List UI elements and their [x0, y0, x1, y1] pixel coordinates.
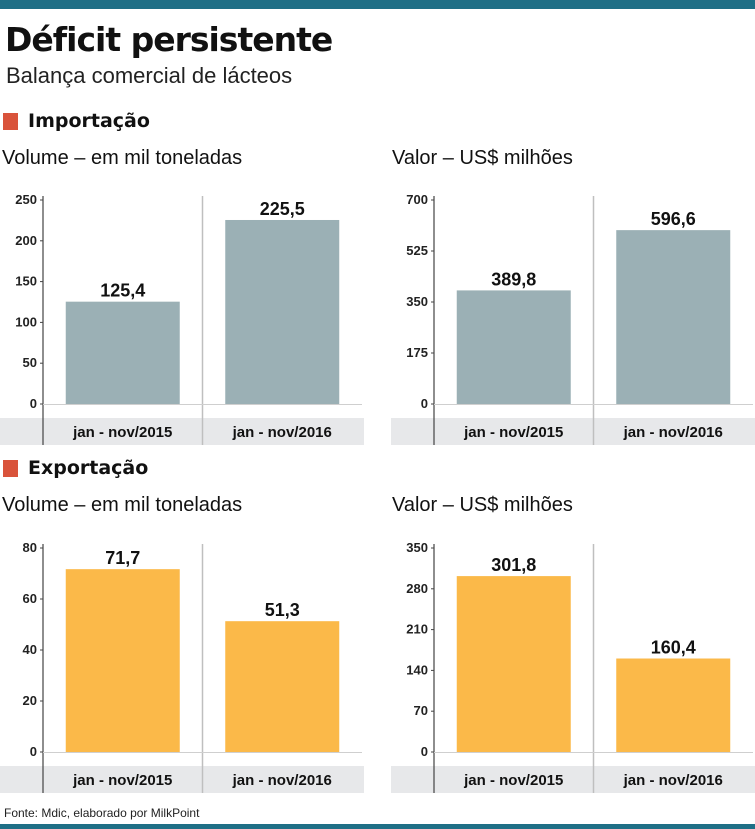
y-tick-label: 210 [406, 622, 428, 637]
category-label: jan - nov/2015 [72, 424, 172, 441]
bar [65, 301, 180, 404]
category-label: jan - nov/2016 [232, 424, 332, 441]
bar [456, 290, 571, 404]
chart-import-valor: 0 175 350 525 700 389,8 jan - nov/2015 596,6 jan… [391, 192, 755, 445]
category-label: jan - nov/2016 [623, 424, 723, 441]
bottom-accent-bar [0, 824, 755, 829]
y-tick-label: 350 [406, 294, 428, 309]
y-tick-label: 40 [23, 642, 37, 657]
y-tick-label: 525 [406, 243, 428, 258]
data-label: 301,8 [491, 555, 536, 575]
y-tick-label: 700 [406, 192, 428, 207]
y-tick-label: 175 [406, 345, 428, 360]
category-label: jan - nov/2016 [232, 772, 332, 789]
y-tick-label: 100 [15, 314, 37, 329]
bar [456, 576, 571, 752]
category-band [0, 766, 364, 793]
y-tick-label: 80 [23, 540, 37, 555]
category-label: jan - nov/2016 [623, 772, 723, 789]
y-tick-label: 0 [30, 396, 37, 411]
section-marker-icon [3, 112, 18, 130]
chart-title-export-valor: Valor – US$ milhões [392, 494, 573, 516]
source-note: Fonte: Mdic, elaborado por MilkPoint [4, 806, 200, 820]
bar [225, 219, 340, 404]
y-tick-label: 280 [406, 581, 428, 596]
data-label: 51,3 [265, 600, 300, 620]
y-tick-label: 140 [406, 662, 428, 677]
y-tick-label: 200 [15, 233, 37, 248]
category-label: jan - nov/2015 [463, 424, 563, 441]
y-tick-label: 50 [23, 355, 37, 370]
category-label: jan - nov/2015 [72, 772, 172, 789]
category-band [391, 766, 755, 793]
category-label: jan - nov/2015 [463, 772, 563, 789]
bar [616, 658, 731, 752]
bar [65, 569, 180, 752]
data-label: 389,8 [491, 269, 536, 289]
section-label-export: Exportação [28, 457, 149, 479]
category-band [0, 418, 364, 445]
y-tick-label: 0 [30, 744, 37, 759]
bar [225, 621, 340, 752]
chart-export-valor: 0 70 140 210 280 350 301,8 jan - nov/2015 160,4 j… [391, 540, 755, 793]
category-band [391, 418, 755, 445]
y-tick-label: 350 [406, 540, 428, 555]
section-label-import: Importação [28, 110, 150, 132]
data-label: 71,7 [105, 548, 140, 568]
y-tick-label: 250 [15, 192, 37, 207]
y-tick-label: 20 [23, 693, 37, 708]
chart-title-export-volume: Volume – em mil toneladas [2, 494, 243, 516]
data-label: 125,4 [100, 281, 145, 301]
y-tick-label: 60 [23, 591, 37, 606]
page-title: Déficit persistente [5, 20, 333, 59]
data-label: 596,6 [651, 209, 696, 229]
y-tick-label: 70 [414, 703, 428, 718]
section-header-import: Importação [3, 110, 150, 132]
section-marker-icon [3, 459, 18, 477]
y-tick-label: 0 [421, 396, 428, 411]
section-header-export: Exportação [3, 457, 148, 479]
chart-import-volume: 0 50 100 150 200 250 125,4 jan - nov/2015 225,5 j… [0, 192, 364, 445]
y-tick-label: 0 [421, 744, 428, 759]
top-accent-bar [0, 0, 755, 9]
bar [616, 230, 731, 404]
page-subtitle: Balança comercial de lácteos [6, 63, 293, 88]
chart-title-import-volume: Volume – em mil toneladas [2, 147, 243, 169]
data-label: 225,5 [260, 199, 305, 219]
y-tick-label: 150 [15, 274, 37, 289]
data-label: 160,4 [651, 638, 696, 658]
chart-title-import-valor: Valor – US$ milhões [392, 147, 573, 169]
chart-export-volume: 0 20 40 60 80 71,7 jan - nov/2015 51,3 jan - nov… [0, 540, 364, 793]
